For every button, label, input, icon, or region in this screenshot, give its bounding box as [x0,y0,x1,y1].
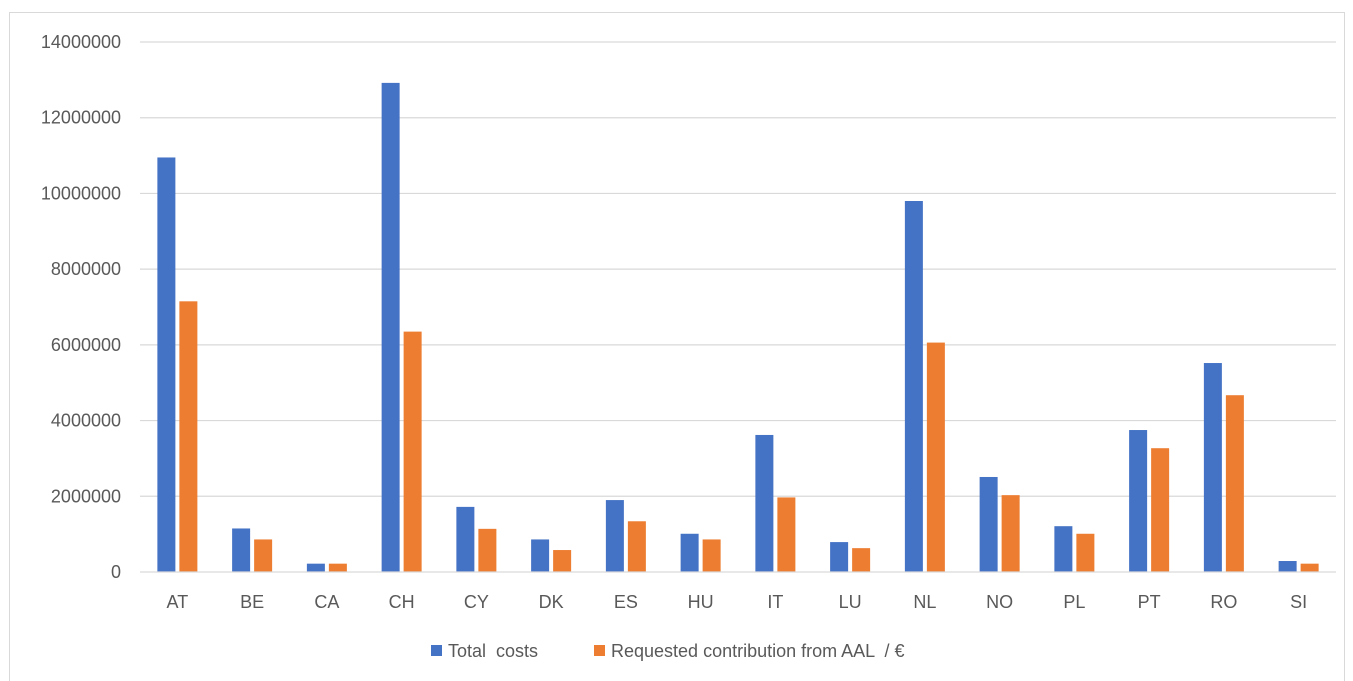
bar-requested-contribution-pl [1076,533,1095,572]
legend-swatch-total-costs [431,645,442,656]
x-tick-label-es: ES [614,592,638,612]
bar-total-costs-ca [306,563,325,572]
y-tick-label: 0 [111,562,121,582]
y-tick-label: 4000000 [51,411,121,431]
x-tick-label-ch: CH [389,592,415,612]
gridlines [140,41,1336,497]
x-tick-label-be: BE [240,592,264,612]
y-tick-label: 14000000 [41,32,121,52]
bar-total-costs-at [157,157,176,572]
bars [157,82,1319,572]
y-tick-label: 10000000 [41,183,121,203]
chart-frame [9,12,1345,681]
bar-total-costs-dk [531,539,550,572]
y-tick-label: 6000000 [51,335,121,355]
x-tick-label-at: AT [167,592,189,612]
x-tick-label-dk: DK [539,592,564,612]
bar-requested-contribution-hu [702,539,721,572]
bar-requested-contribution-be [254,539,273,572]
y-tick-label: 12000000 [41,108,121,128]
x-tick-label-ro: RO [1210,592,1237,612]
bar-total-costs-pt [1129,430,1148,572]
bar-requested-contribution-ca [328,563,347,572]
bar-requested-contribution-at [179,301,198,572]
bar-requested-contribution-ch [403,331,422,572]
bar-requested-contribution-ro [1225,395,1244,572]
bar-requested-contribution-no [1001,495,1020,572]
x-tick-label-lu: LU [839,592,862,612]
bar-requested-contribution-si [1300,563,1319,572]
x-axis-tick-labels: AT BE CA CH CY DK ES HU IT LU NL NO PL PT RO SI [167,592,1308,612]
bar-total-costs-es [605,500,624,572]
x-tick-label-pt: PT [1138,592,1161,612]
bar-requested-contribution-it [777,497,796,572]
x-tick-label-no: NO [986,592,1013,612]
x-tick-label-cy: CY [464,592,489,612]
x-tick-label-nl: NL [913,592,936,612]
bar-total-costs-be [232,528,251,572]
bar-requested-contribution-dk [553,550,572,572]
bar-requested-contribution-pt [1151,448,1170,572]
legend-swatch-requested-contribution [594,645,605,656]
x-tick-label-hu: HU [688,592,714,612]
bar-total-costs-no [979,476,998,572]
legend: Total costs Requested contribution from A… [431,641,905,661]
bar-requested-contribution-lu [852,548,871,572]
y-axis-tick-labels: 0 2000000 4000000 6000000 8000000 10000000 120… [41,32,121,582]
bar-total-costs-it [755,434,774,572]
x-tick-label-si: SI [1290,592,1307,612]
bar-total-costs-cy [456,506,475,572]
bar-total-costs-ch [381,82,400,572]
legend-label-requested-contribution: Requested contribution from AAL / € [611,641,905,661]
legend-label-total-costs: Total costs [448,641,538,661]
x-tick-label-it: IT [767,592,783,612]
bar-requested-contribution-nl [926,342,945,572]
bar-total-costs-pl [1054,526,1073,572]
x-tick-label-ca: CA [314,592,339,612]
bar-requested-contribution-cy [478,528,497,572]
bar-total-costs-ro [1203,363,1222,572]
y-tick-label: 2000000 [51,486,121,506]
bar-total-costs-hu [680,533,699,572]
bar-total-costs-lu [830,542,849,572]
y-tick-label: 8000000 [51,259,121,279]
x-tick-label-pl: PL [1063,592,1085,612]
bar-total-costs-nl [904,201,923,572]
bar-total-costs-si [1278,561,1297,572]
bar-requested-contribution-es [627,521,646,572]
